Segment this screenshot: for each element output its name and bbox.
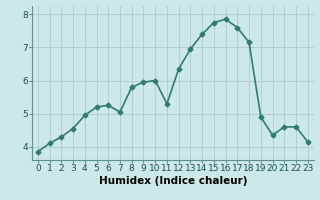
X-axis label: Humidex (Indice chaleur): Humidex (Indice chaleur)	[99, 176, 247, 186]
